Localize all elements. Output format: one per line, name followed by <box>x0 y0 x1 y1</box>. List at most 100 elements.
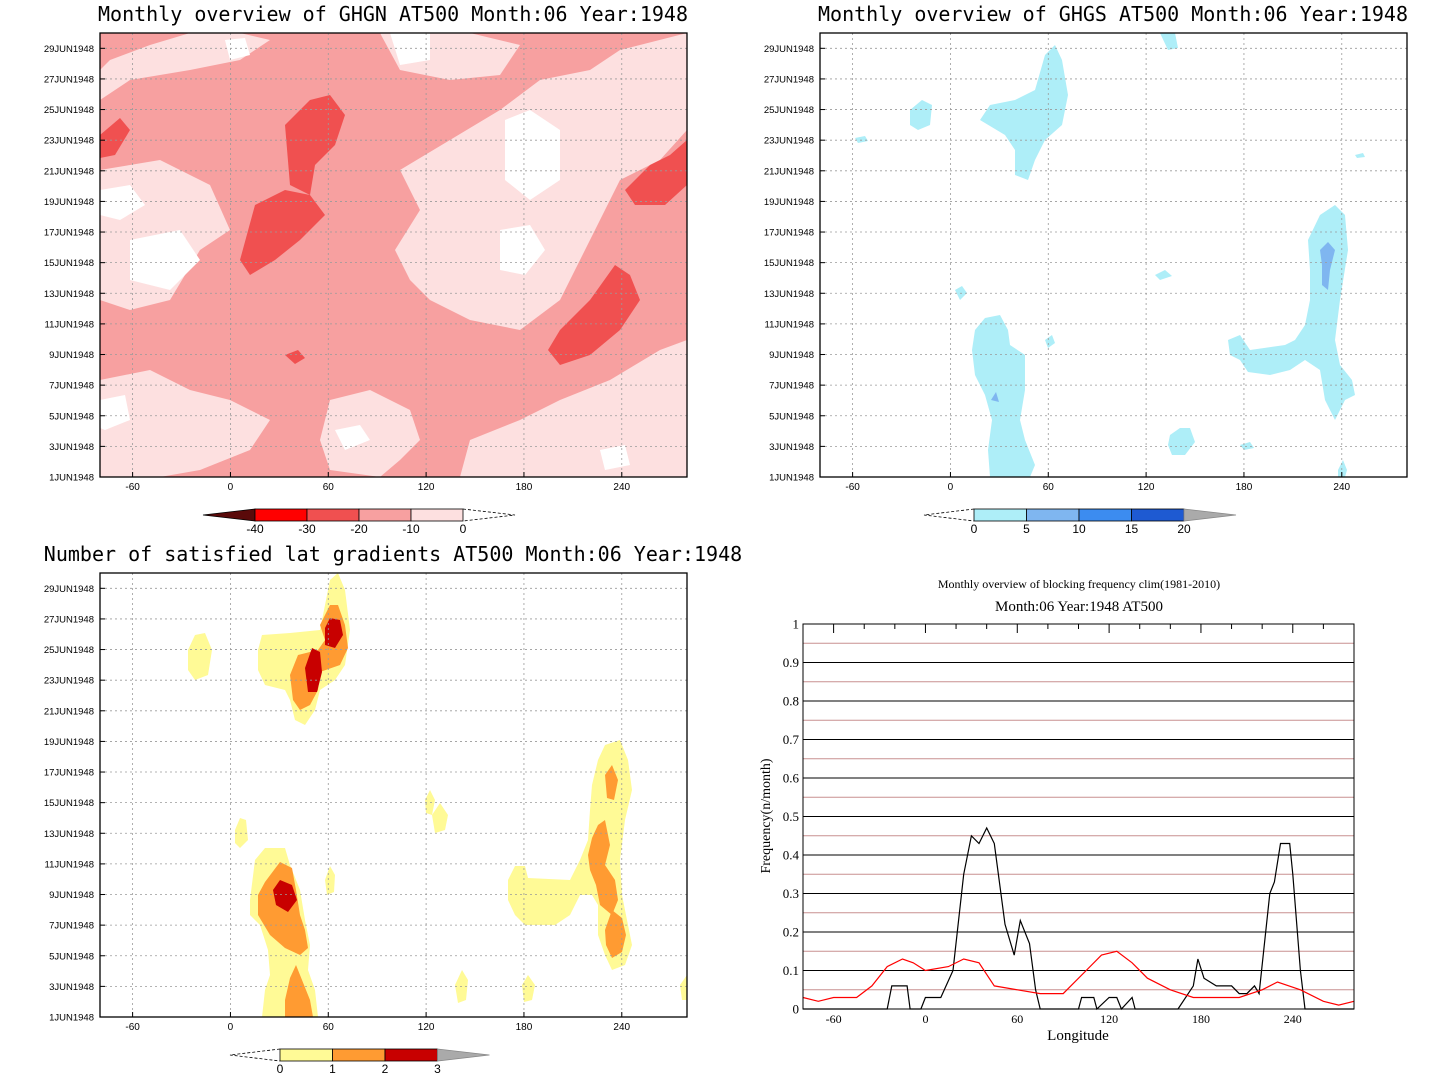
ghgn-dark-region <box>548 265 640 365</box>
colorbar-segment <box>384 1048 438 1062</box>
x-tick-label: -60 <box>125 482 140 493</box>
y-tick-label: 25JUN1948 <box>764 105 814 116</box>
colorbar-label: -10 <box>402 522 420 536</box>
colorbar-triangle <box>1183 508 1237 522</box>
x-tick-label: 180 <box>1192 1012 1210 1026</box>
y-tick-label: 1JUN1948 <box>49 473 94 484</box>
ghgn-field <box>100 33 687 477</box>
x-tick-label: 240 <box>1284 1012 1302 1026</box>
colorbar-label: 3 <box>434 1062 441 1076</box>
panel-ghgs: Monthly overview of GHGS AT500 Month:06 … <box>764 2 1408 536</box>
y-tick-label: 29JUN1948 <box>764 44 814 55</box>
colorbar-segment <box>1078 508 1132 522</box>
colorbar-label: 10 <box>1072 522 1086 536</box>
y-tick-label: 13JUN1948 <box>764 289 814 300</box>
ghgn-white-region <box>100 185 145 220</box>
ghgs-region <box>1168 428 1195 455</box>
y-tick-label: 25JUN1948 <box>44 105 94 116</box>
y-tick-label: 0.4 <box>783 848 800 863</box>
y-tick-label: 5JUN1948 <box>769 411 814 422</box>
x-tick-label: -60 <box>845 482 860 493</box>
y-tick-label: 0.7 <box>783 732 800 747</box>
y-tick-label: 15JUN1948 <box>764 258 814 269</box>
ghgs-colorbar: 0 5 10 15 20 <box>923 508 1237 536</box>
ghgs-y-tick-labels: 1JUN1948 3JUN1948 5JUN1948 7JUN1948 9JUN1948… <box>764 44 814 484</box>
ghgn-dark-region <box>285 350 305 364</box>
ghgs-region <box>1355 153 1365 158</box>
colorbar-label: 5 <box>1023 522 1030 536</box>
y-tick-label: 25JUN1948 <box>44 645 94 656</box>
y-tick-label: 1 <box>793 617 800 632</box>
series-line-black <box>803 826 1354 1011</box>
y-tick-label: 19JUN1948 <box>764 197 814 208</box>
ghgs-region <box>1338 460 1347 477</box>
y-tick-label: 23JUN1948 <box>44 136 94 147</box>
y-tick-label: 17JUN1948 <box>44 228 94 239</box>
colorbar-segment <box>973 508 1027 522</box>
gradients-region <box>508 740 632 970</box>
colorbar-triangle <box>202 508 256 522</box>
ghgn-dark-region <box>240 190 325 275</box>
y-tick-label: 11JUN1948 <box>45 319 94 330</box>
gradients-x-tick-labels: -60 0 60 120 180 240 <box>125 1022 630 1033</box>
gradients-region-3 <box>305 648 322 692</box>
line-chart-title: Monthly overview of blocking frequency c… <box>938 577 1220 591</box>
y-tick-label: 27JUN1948 <box>44 614 94 625</box>
ghgn-gridlines <box>100 33 687 478</box>
x-tick-label: -60 <box>826 1012 842 1026</box>
y-tick-label: 11JUN1948 <box>45 859 94 870</box>
x-tick-label: 120 <box>1138 482 1155 493</box>
x-tick-label: 0 <box>228 1022 234 1033</box>
colorbar-label: -30 <box>298 522 316 536</box>
ghgs-region-strong <box>1320 242 1335 290</box>
y-tick-label: 0.1 <box>783 963 799 978</box>
y-tick-label: 5JUN1948 <box>49 411 94 422</box>
x-tick-label: -60 <box>125 1022 140 1033</box>
y-tick-label: 27JUN1948 <box>44 74 94 85</box>
y-tick-label: 9JUN1948 <box>49 890 94 901</box>
y-tick-label: 3JUN1948 <box>49 442 94 453</box>
ghgn-title: Monthly overview of GHGN AT500 Month:06 … <box>98 2 688 26</box>
y-tick-label: 5JUN1948 <box>49 951 94 962</box>
ghgn-light-region <box>100 370 270 477</box>
ghgn-dark-region <box>625 140 687 205</box>
y-tick-label: 9JUN1948 <box>769 350 814 361</box>
x-tick-label: 240 <box>1333 482 1350 493</box>
x-tick-label: 0 <box>948 482 954 493</box>
gradients-region-2 <box>285 965 313 1017</box>
line-chart-xlabel: Longitude <box>1047 1028 1109 1044</box>
gradients-region <box>680 975 687 1000</box>
ghgn-x-tick-labels: -60 0 60 120 180 240 <box>125 482 630 493</box>
colorbar-label: 0 <box>460 522 467 536</box>
y-tick-label: 23JUN1948 <box>764 136 814 147</box>
ghgn-white-region <box>600 445 630 470</box>
gradients-region <box>522 975 535 1002</box>
colorbar-segment <box>254 508 308 522</box>
x-tick-label: 60 <box>1043 482 1055 493</box>
y-tick-label: 27JUN1948 <box>764 74 814 85</box>
ghgs-region <box>1155 270 1172 280</box>
colorbar-segment <box>1026 508 1080 522</box>
y-tick-label: 1JUN1948 <box>769 473 814 484</box>
colorbar-label: -20 <box>350 522 368 536</box>
colorbar-segment <box>358 508 412 522</box>
panel-ghgn: Monthly overview of GHGN AT500 Month:06 … <box>44 2 688 536</box>
ghgn-white-region <box>335 425 370 450</box>
y-tick-label: 0.5 <box>783 809 799 824</box>
y-tick-label: 17JUN1948 <box>44 768 94 779</box>
panel-gradients: Number of satisfied lat gradients AT500 … <box>44 542 742 1076</box>
gradients-frame <box>99 572 688 1018</box>
y-tick-label: 0.8 <box>783 694 799 709</box>
colorbar-label: 20 <box>1177 522 1191 536</box>
x-tick-label: 0 <box>228 482 234 493</box>
y-tick-label: 7JUN1948 <box>49 921 94 932</box>
ghgn-white-region <box>390 33 430 65</box>
ghgs-region <box>1045 335 1055 348</box>
ghgs-frame <box>819 32 1408 478</box>
line-chart-series <box>802 826 1355 1011</box>
ghgs-region <box>855 136 868 143</box>
y-tick-label: 3JUN1948 <box>769 442 814 453</box>
y-tick-label: 1JUN1948 <box>49 1013 94 1024</box>
ghgs-region <box>1160 33 1178 50</box>
x-tick-label: 60 <box>1011 1012 1023 1026</box>
